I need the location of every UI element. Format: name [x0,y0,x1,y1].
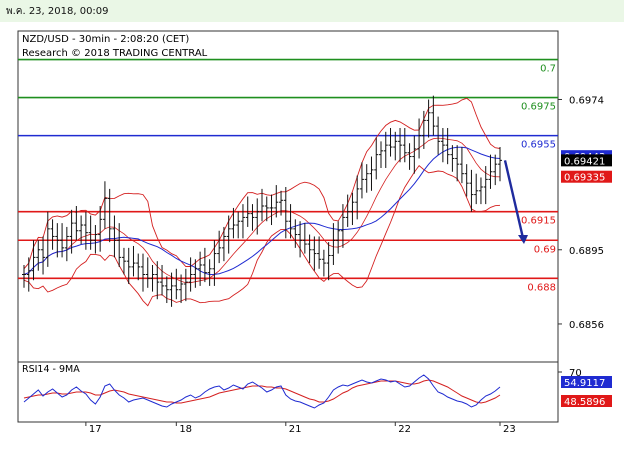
lower-band-line [23,164,501,307]
rsi-tag-label: 48.5896 [564,397,605,408]
forecast-layer [503,160,528,245]
level-label: 0.6915 [521,216,556,227]
rsi-label: RSI14 - 9MA [22,364,80,375]
x-tick-label: 23 [503,424,516,435]
top-bar: พ.ค. 23, 2018, 00:09 [0,0,624,22]
rsi-tick-label: 70 [569,368,582,379]
chart-subtitle: Research © 2018 TRADING CENTRAL [22,48,208,59]
main-panel-frame [17,30,559,363]
price-tag [561,170,612,183]
rsi-line [23,374,501,409]
x-tick-label: 18 [179,424,192,435]
timestamp: พ.ค. 23, 2018, 00:09 [6,6,109,17]
level-label: 0.6975 [521,102,556,113]
y-tick-label: 0.6974 [569,95,604,106]
price-tag [561,154,612,167]
level-label: 0.7 [540,64,556,75]
x-tick-label: 22 [398,424,411,435]
moving-average-line [23,146,501,276]
bands-layer [23,97,501,307]
level-label: 0.69 [534,244,556,255]
rsi-tag [561,395,612,407]
price-tag-label: 0.69421 [564,156,605,167]
rsi-panel-frame [17,361,559,423]
levels-layer: 0.7 0.6975 0.6955 0.6915 0.69 0.688 [18,58,558,293]
price-tag-label: 0.69335 [564,173,605,184]
y-tick-label: 0.6895 [569,246,604,257]
x-tick-label: 21 [289,424,302,435]
mid-band-line [23,137,501,284]
level-label: 0.688 [527,282,556,293]
rsi-tag [561,376,612,388]
y-tick-label: 0.6856 [569,320,604,331]
rsi-ma-line [23,379,501,404]
rsi-tag-label: 54.9117 [564,378,605,389]
chart-title: NZD/USD - 30min - 2:08:20 (CET) [22,34,189,45]
level-label: 0.6955 [521,140,556,151]
x-tick-label: 17 [89,424,102,435]
forecast-arrow-line [503,160,525,239]
xaxis-layer: 0.6974 0.6895 0.6856 17 18 21 22 23 [85,95,604,435]
bars-layer [22,95,502,307]
forecast-arrow-head [518,235,528,245]
